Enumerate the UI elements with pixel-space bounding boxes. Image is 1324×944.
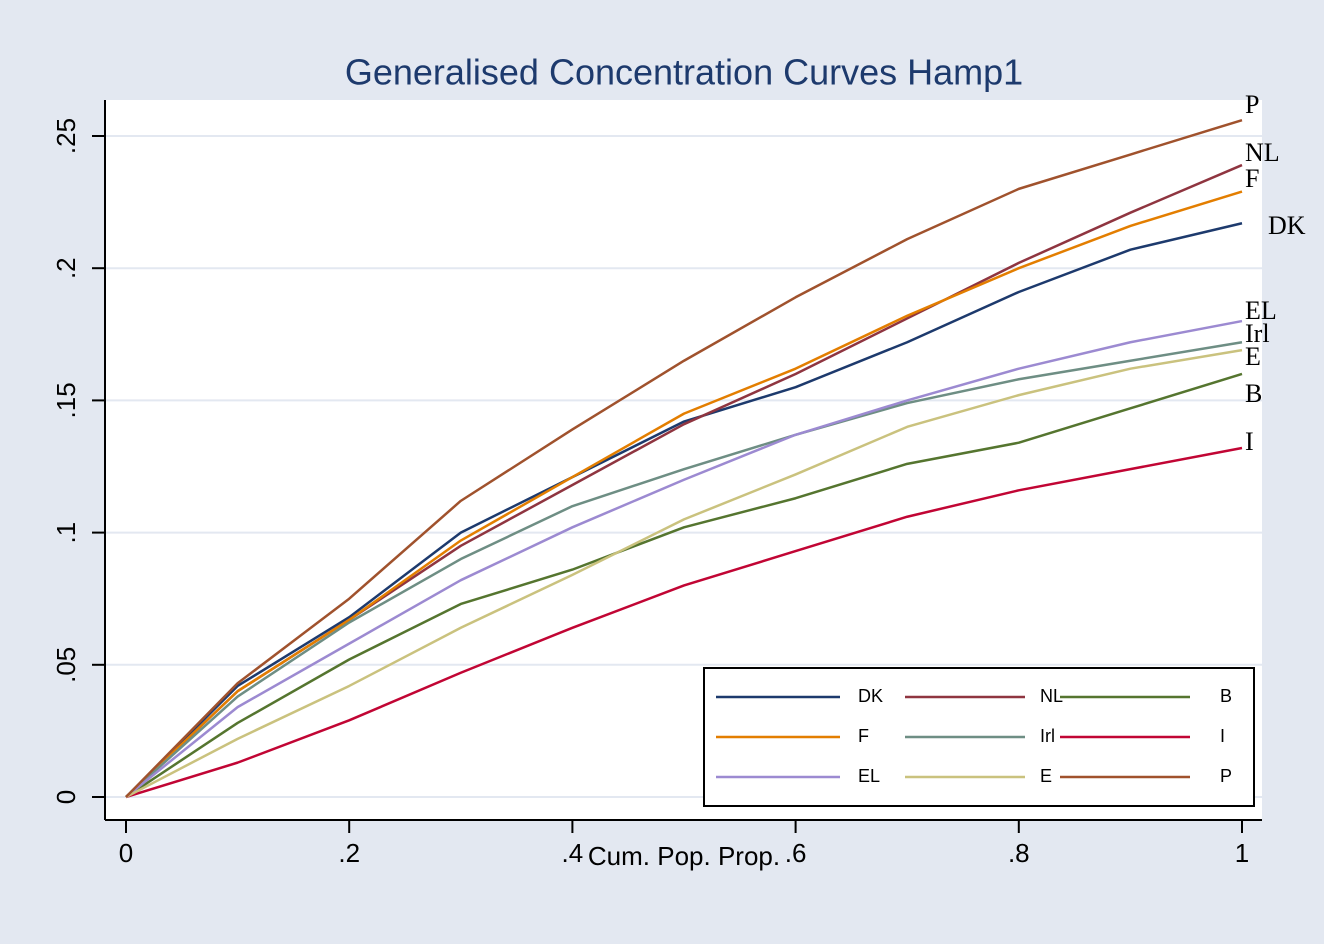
y-tick-label: .05 bbox=[51, 647, 81, 683]
legend-label: I bbox=[1220, 726, 1225, 746]
legend-label: P bbox=[1220, 766, 1232, 786]
y-tick-label: 0 bbox=[51, 790, 81, 804]
end-label: NL bbox=[1245, 138, 1280, 167]
x-tick-label: 1 bbox=[1235, 838, 1249, 868]
series-line bbox=[125, 222, 1243, 798]
x-tick-label: .4 bbox=[562, 838, 584, 868]
x-tick-label: .8 bbox=[1008, 838, 1030, 868]
x-tick-label: .6 bbox=[785, 838, 807, 868]
series-line bbox=[125, 372, 1243, 799]
series-line bbox=[125, 190, 1243, 798]
end-label: B bbox=[1245, 379, 1262, 408]
end-label: Irl bbox=[1245, 319, 1270, 348]
series-line bbox=[125, 340, 1243, 798]
y-tick-label: .15 bbox=[51, 382, 81, 418]
legend-label: Irl bbox=[1040, 726, 1055, 746]
series-line bbox=[125, 348, 1243, 799]
legend-label: EL bbox=[858, 766, 880, 786]
y-tick-label: .1 bbox=[51, 522, 81, 544]
y-tick-label: .25 bbox=[51, 118, 81, 154]
x-tick-label: .2 bbox=[338, 838, 360, 868]
chart-title: Generalised Concentration Curves Hamp1 bbox=[345, 52, 1023, 93]
end-label: P bbox=[1245, 90, 1259, 119]
series-line bbox=[125, 446, 1243, 799]
x-tick-label: 0 bbox=[119, 838, 133, 868]
legend-label: NL bbox=[1040, 686, 1063, 706]
legend-label: DK bbox=[858, 686, 883, 706]
end-label: I bbox=[1245, 427, 1254, 456]
end-label: DK bbox=[1268, 211, 1306, 240]
legend-label: F bbox=[858, 726, 869, 746]
legend-label: B bbox=[1220, 686, 1232, 706]
series-line bbox=[125, 319, 1243, 798]
y-tick-label: .2 bbox=[51, 257, 81, 279]
end-label: E bbox=[1245, 342, 1261, 371]
legend-label: E bbox=[1040, 766, 1052, 786]
series-line bbox=[125, 118, 1243, 798]
end-label: EL bbox=[1245, 296, 1277, 325]
end-label: F bbox=[1245, 164, 1259, 193]
x-axis-title: Cum. Pop. Prop. bbox=[588, 841, 780, 871]
